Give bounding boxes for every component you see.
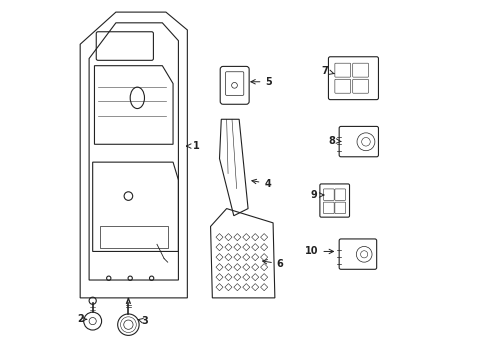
Text: 6: 6 bbox=[262, 259, 283, 269]
Bar bbox=[100, 226, 167, 248]
Text: 2: 2 bbox=[77, 314, 86, 324]
Text: 9: 9 bbox=[310, 190, 323, 200]
Text: 3: 3 bbox=[138, 316, 147, 326]
Text: 7: 7 bbox=[321, 66, 333, 76]
Text: 10: 10 bbox=[305, 247, 333, 256]
Text: 5: 5 bbox=[250, 77, 272, 87]
Text: 4: 4 bbox=[251, 179, 270, 189]
Text: 8: 8 bbox=[328, 136, 341, 146]
Text: 1: 1 bbox=[186, 141, 199, 151]
